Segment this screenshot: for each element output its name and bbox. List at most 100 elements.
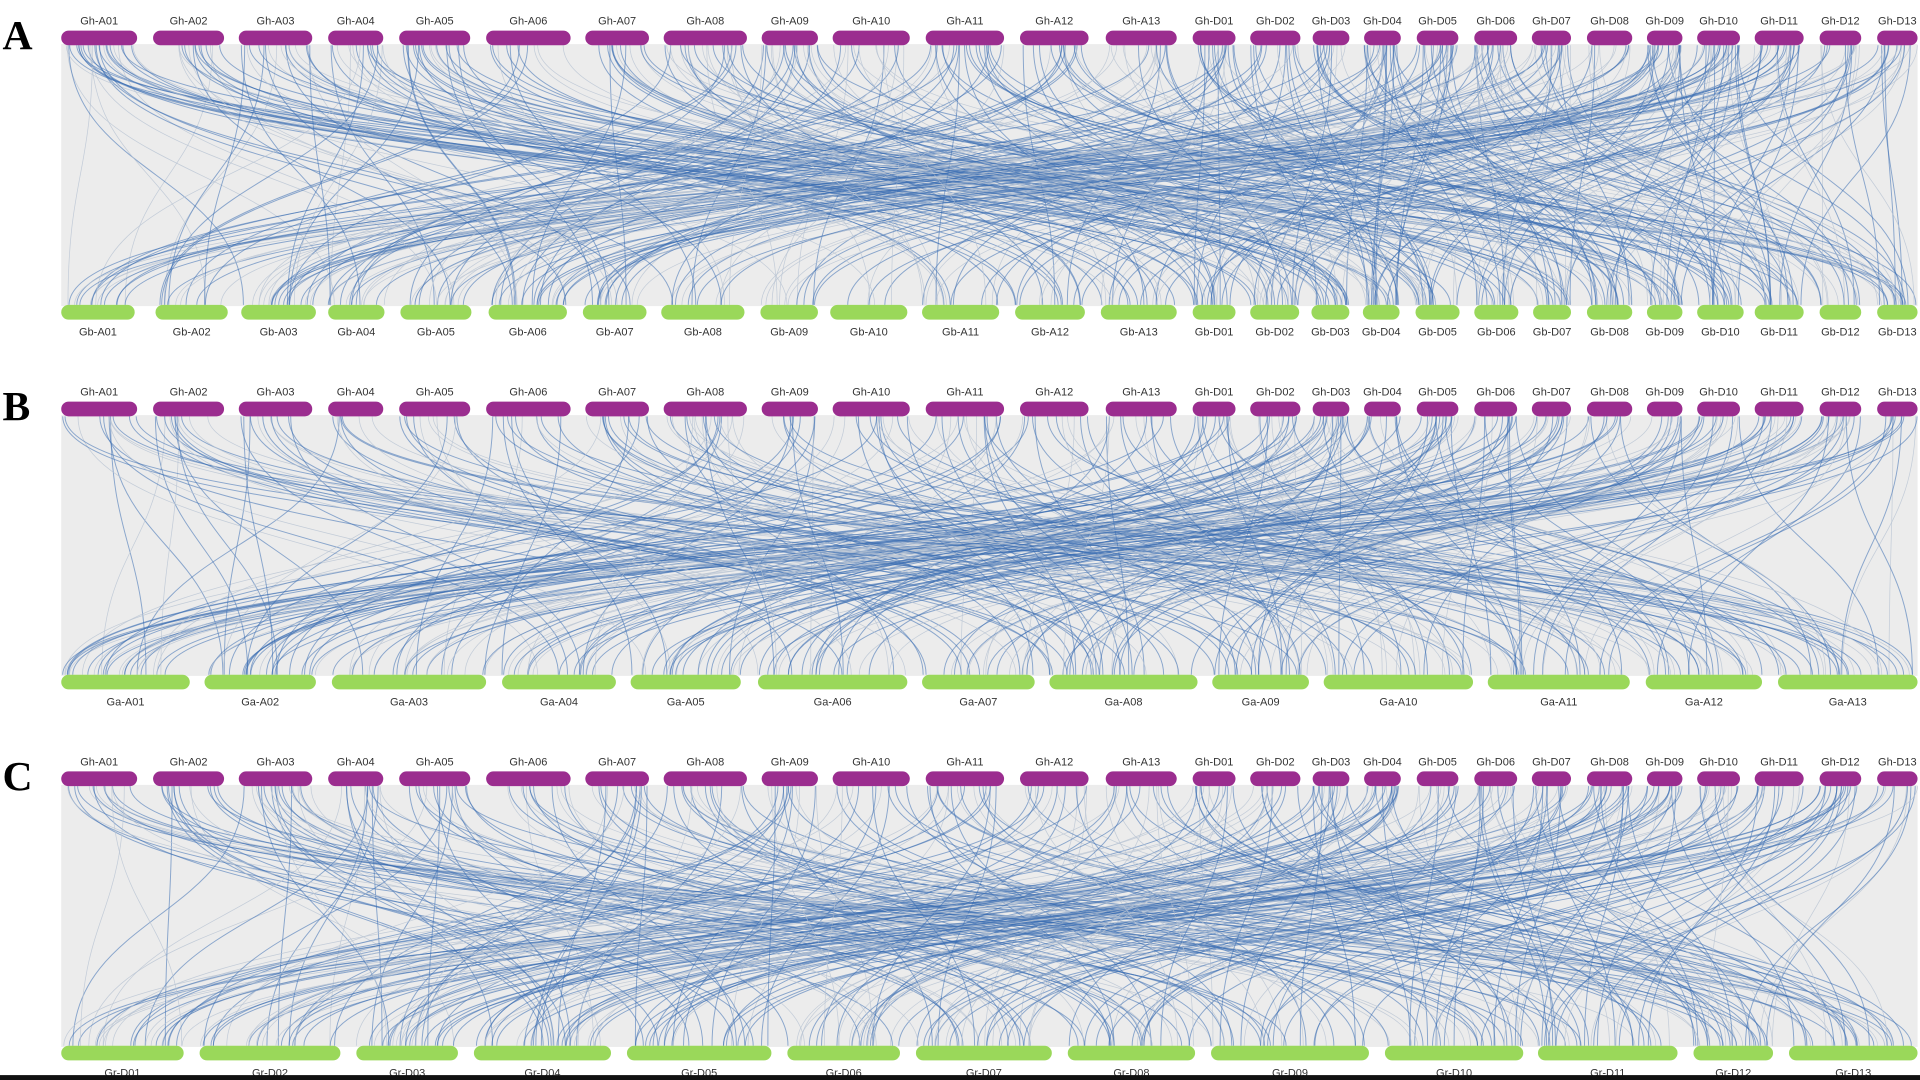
bottom-chromosome bbox=[1192, 304, 1236, 320]
top-chromosome-label: Gh-D02 bbox=[1256, 756, 1295, 768]
synteny-link bbox=[1660, 45, 1677, 305]
bottom-chromosome bbox=[1645, 674, 1763, 690]
synteny-link bbox=[457, 45, 1449, 305]
bottom-chromosome bbox=[400, 304, 472, 320]
synteny-link bbox=[814, 45, 1721, 305]
synteny-link bbox=[1362, 786, 1784, 1046]
top-chromosome bbox=[761, 771, 818, 787]
top-chromosome bbox=[399, 401, 471, 417]
synteny-link bbox=[730, 416, 1563, 675]
synteny-link bbox=[969, 45, 1773, 305]
synteny-link bbox=[1158, 786, 1304, 1046]
synteny-link bbox=[615, 45, 1166, 305]
synteny-link bbox=[1564, 786, 1800, 1046]
synteny-link bbox=[1618, 786, 1856, 1046]
top-chromosome bbox=[238, 401, 313, 417]
top-chromosome bbox=[1877, 401, 1918, 417]
synteny-link bbox=[74, 45, 1593, 305]
synteny-link bbox=[533, 786, 1143, 1046]
synteny-link bbox=[1028, 786, 1210, 1046]
synteny-link bbox=[103, 45, 1546, 305]
synteny-link bbox=[1759, 786, 1908, 1046]
synteny-link bbox=[942, 45, 1434, 305]
synteny-link bbox=[1007, 786, 1660, 1046]
synteny-link bbox=[204, 45, 246, 305]
synteny-link bbox=[666, 416, 1673, 675]
synteny-link bbox=[432, 416, 1785, 675]
bottom-chromosome bbox=[1788, 1045, 1918, 1061]
synteny-link bbox=[851, 786, 1507, 1046]
top-chromosome-label: Gh-D02 bbox=[1256, 387, 1295, 399]
synteny-link bbox=[437, 786, 1032, 1046]
synteny-link bbox=[869, 416, 1700, 675]
synteny-link bbox=[1680, 45, 1886, 305]
synteny-link bbox=[1266, 786, 1723, 1046]
synteny-link bbox=[1253, 45, 1434, 305]
top-chromosome-label: Gh-A06 bbox=[509, 756, 547, 768]
bottom-chromosome bbox=[626, 1045, 772, 1061]
synteny-link bbox=[103, 786, 1836, 1046]
top-chromosome-label: Gh-D05 bbox=[1418, 387, 1457, 399]
bottom-chromosome-label: Gb-D10 bbox=[1701, 327, 1740, 339]
synteny-link bbox=[1316, 45, 1700, 305]
synteny-link bbox=[1029, 786, 1224, 1046]
synteny-link bbox=[68, 45, 1227, 305]
synteny-link bbox=[399, 416, 1100, 675]
synteny-link bbox=[429, 45, 1371, 305]
synteny-link bbox=[1590, 786, 1907, 1046]
synteny-link bbox=[1381, 786, 1429, 1046]
bottom-chromosome bbox=[1533, 304, 1572, 320]
bottom-chromosome bbox=[1415, 304, 1460, 320]
top-chromosome-label: Gh-A04 bbox=[337, 387, 375, 399]
synteny-link bbox=[663, 786, 1058, 1046]
synteny-link bbox=[1800, 45, 1911, 305]
synteny-link bbox=[433, 786, 1031, 1046]
top-chromosome bbox=[1531, 771, 1572, 787]
top-chromosome bbox=[1020, 771, 1089, 787]
synteny-link bbox=[1270, 416, 1591, 675]
synteny-link bbox=[1343, 416, 1723, 675]
synteny-link bbox=[1480, 786, 1916, 1046]
synteny-link bbox=[289, 416, 719, 675]
synteny-link bbox=[118, 416, 1682, 675]
bottom-chromosome-label: Gb-D08 bbox=[1590, 327, 1629, 339]
synteny-link bbox=[1394, 416, 1670, 675]
synteny-link bbox=[1155, 45, 1550, 305]
synteny-link bbox=[63, 786, 1264, 1046]
synteny-link bbox=[1734, 45, 1857, 305]
synteny-link bbox=[1363, 45, 1822, 305]
synteny-link bbox=[517, 416, 1430, 675]
synteny-link bbox=[934, 786, 1368, 1046]
top-chromosome-label: Gh-D13 bbox=[1878, 15, 1917, 27]
synteny-link bbox=[722, 45, 1197, 305]
synteny-link bbox=[453, 416, 1094, 675]
top-chromosome bbox=[1250, 30, 1301, 46]
link-group bbox=[62, 416, 1918, 675]
synteny-link bbox=[78, 786, 1567, 1046]
synteny-link bbox=[295, 45, 1901, 305]
synteny-link bbox=[383, 45, 933, 305]
bottom-chromosome-label: Ga-A06 bbox=[814, 696, 852, 708]
top-chromosome-label: Gh-A08 bbox=[686, 756, 724, 768]
bottom-chromosome-label: Ga-A11 bbox=[1540, 696, 1577, 708]
synteny-link bbox=[163, 45, 278, 305]
synteny-link bbox=[520, 786, 1701, 1046]
synteny-link bbox=[396, 416, 801, 675]
synteny-link bbox=[307, 45, 518, 305]
synteny-link bbox=[246, 416, 448, 675]
synteny-link bbox=[767, 786, 776, 1046]
bottom-chromosome-label: Ga-A01 bbox=[107, 696, 145, 708]
synteny-link bbox=[67, 786, 1212, 1046]
synteny-link bbox=[463, 45, 1064, 305]
synteny-link bbox=[140, 416, 1297, 675]
synteny-link bbox=[271, 416, 1002, 675]
top-chromosome-label: Gh-A07 bbox=[598, 15, 636, 27]
synteny-link bbox=[1200, 786, 1731, 1046]
synteny-link bbox=[94, 45, 674, 305]
synteny-link bbox=[371, 786, 453, 1046]
synteny-link bbox=[1775, 45, 1846, 305]
synteny-link bbox=[1061, 416, 1334, 675]
top-chromosome bbox=[761, 401, 818, 417]
synteny-link bbox=[1075, 786, 1307, 1046]
bottom-chromosome-label: Gb-D07 bbox=[1533, 327, 1572, 339]
